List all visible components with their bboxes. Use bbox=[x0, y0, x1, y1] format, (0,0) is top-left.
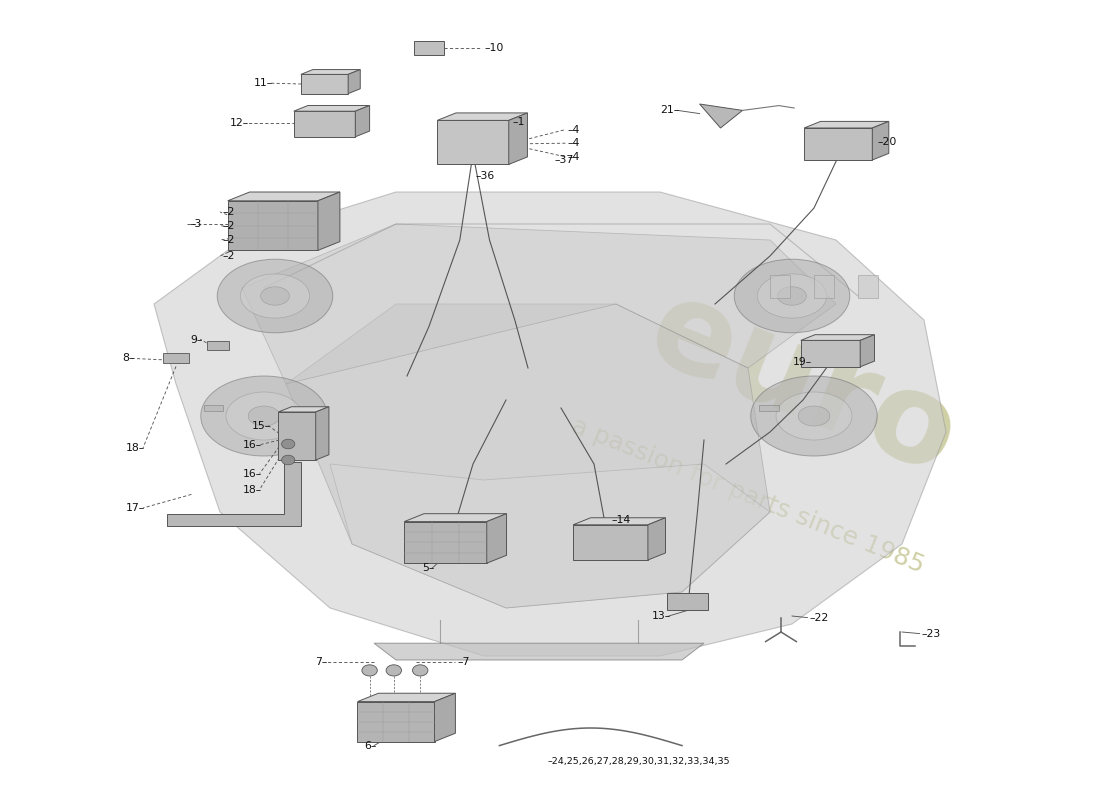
Text: 5–: 5– bbox=[422, 563, 435, 573]
Text: a passion for parts since 1985: a passion for parts since 1985 bbox=[569, 414, 927, 578]
Text: 12–: 12– bbox=[229, 118, 249, 128]
Ellipse shape bbox=[218, 259, 332, 333]
Bar bbox=[414, 41, 444, 55]
Polygon shape bbox=[801, 334, 874, 341]
Text: 9–: 9– bbox=[190, 335, 202, 345]
Text: 13–: 13– bbox=[651, 611, 671, 621]
Bar bbox=[814, 275, 834, 298]
Bar bbox=[163, 353, 189, 363]
Ellipse shape bbox=[240, 274, 310, 318]
Text: –20: –20 bbox=[878, 138, 898, 147]
Polygon shape bbox=[242, 224, 836, 384]
Text: –2: –2 bbox=[222, 251, 234, 261]
Polygon shape bbox=[294, 111, 355, 137]
Polygon shape bbox=[508, 113, 528, 164]
Ellipse shape bbox=[227, 392, 301, 440]
Polygon shape bbox=[573, 518, 666, 525]
Text: –10: –10 bbox=[484, 43, 504, 53]
Polygon shape bbox=[801, 341, 860, 366]
Bar bbox=[204, 405, 223, 411]
Text: 15–: 15– bbox=[251, 421, 271, 430]
Text: –37: –37 bbox=[554, 155, 574, 165]
Bar bbox=[770, 275, 790, 298]
Polygon shape bbox=[486, 514, 506, 563]
Text: 11–: 11– bbox=[253, 78, 273, 88]
Text: –4: –4 bbox=[568, 138, 580, 148]
Polygon shape bbox=[405, 514, 506, 522]
Text: –24,25,26,27,28,29,30,31,32,33,34,35: –24,25,26,27,28,29,30,31,32,33,34,35 bbox=[548, 757, 730, 766]
Polygon shape bbox=[700, 104, 743, 128]
Circle shape bbox=[386, 665, 402, 676]
Ellipse shape bbox=[261, 286, 289, 305]
Polygon shape bbox=[300, 70, 361, 74]
Text: 18–: 18– bbox=[242, 485, 262, 494]
Text: –7: –7 bbox=[458, 658, 470, 667]
Ellipse shape bbox=[249, 406, 279, 426]
Polygon shape bbox=[316, 406, 329, 460]
Text: –3: –3 bbox=[189, 219, 201, 229]
Ellipse shape bbox=[778, 286, 806, 305]
Circle shape bbox=[362, 665, 377, 676]
Text: –2: –2 bbox=[222, 221, 234, 230]
Polygon shape bbox=[434, 694, 455, 742]
Polygon shape bbox=[318, 192, 340, 250]
Ellipse shape bbox=[200, 376, 328, 456]
Circle shape bbox=[282, 455, 295, 465]
Polygon shape bbox=[278, 406, 329, 412]
Text: –4: –4 bbox=[568, 152, 580, 162]
Polygon shape bbox=[167, 462, 301, 526]
Bar bbox=[858, 275, 878, 298]
Circle shape bbox=[282, 439, 295, 449]
Polygon shape bbox=[286, 304, 770, 608]
Polygon shape bbox=[300, 74, 348, 94]
Ellipse shape bbox=[750, 376, 878, 456]
Polygon shape bbox=[437, 113, 528, 121]
Bar bbox=[207, 341, 229, 350]
Ellipse shape bbox=[776, 392, 853, 440]
Polygon shape bbox=[648, 518, 666, 560]
Text: 7–: 7– bbox=[316, 658, 328, 667]
Bar bbox=[759, 405, 779, 411]
Text: euro: euro bbox=[631, 268, 975, 500]
Text: –36: –36 bbox=[475, 171, 495, 181]
Polygon shape bbox=[358, 694, 455, 702]
Bar bbox=[667, 593, 708, 610]
Polygon shape bbox=[154, 192, 946, 656]
Text: 17–: 17– bbox=[126, 503, 145, 513]
Polygon shape bbox=[294, 106, 370, 111]
Text: 18–: 18– bbox=[126, 443, 145, 453]
Text: 8–: 8– bbox=[122, 354, 134, 363]
Text: –22: –22 bbox=[810, 613, 829, 622]
Text: 21–: 21– bbox=[660, 106, 680, 115]
Text: 6–: 6– bbox=[364, 741, 376, 750]
Polygon shape bbox=[405, 522, 486, 563]
Ellipse shape bbox=[735, 259, 849, 333]
Polygon shape bbox=[804, 128, 872, 160]
Polygon shape bbox=[228, 192, 340, 201]
Text: –4: –4 bbox=[568, 125, 580, 134]
Ellipse shape bbox=[757, 274, 827, 318]
Polygon shape bbox=[358, 702, 434, 742]
Text: 16–: 16– bbox=[242, 440, 262, 450]
Text: –2: –2 bbox=[222, 235, 234, 245]
Text: –23: –23 bbox=[922, 629, 940, 638]
Polygon shape bbox=[348, 70, 361, 94]
Ellipse shape bbox=[799, 406, 829, 426]
Polygon shape bbox=[573, 525, 648, 560]
Text: –2: –2 bbox=[222, 207, 234, 217]
Circle shape bbox=[412, 665, 428, 676]
Polygon shape bbox=[330, 464, 770, 608]
Polygon shape bbox=[437, 121, 508, 164]
Polygon shape bbox=[804, 122, 889, 128]
Polygon shape bbox=[355, 106, 370, 137]
Text: 19–: 19– bbox=[792, 357, 812, 366]
Text: 16–: 16– bbox=[242, 469, 262, 478]
Polygon shape bbox=[278, 412, 316, 460]
Text: –14: –14 bbox=[612, 515, 631, 525]
Polygon shape bbox=[228, 201, 318, 250]
Polygon shape bbox=[374, 643, 704, 660]
Text: –1: –1 bbox=[513, 117, 525, 126]
Polygon shape bbox=[872, 122, 889, 160]
Polygon shape bbox=[860, 334, 875, 366]
